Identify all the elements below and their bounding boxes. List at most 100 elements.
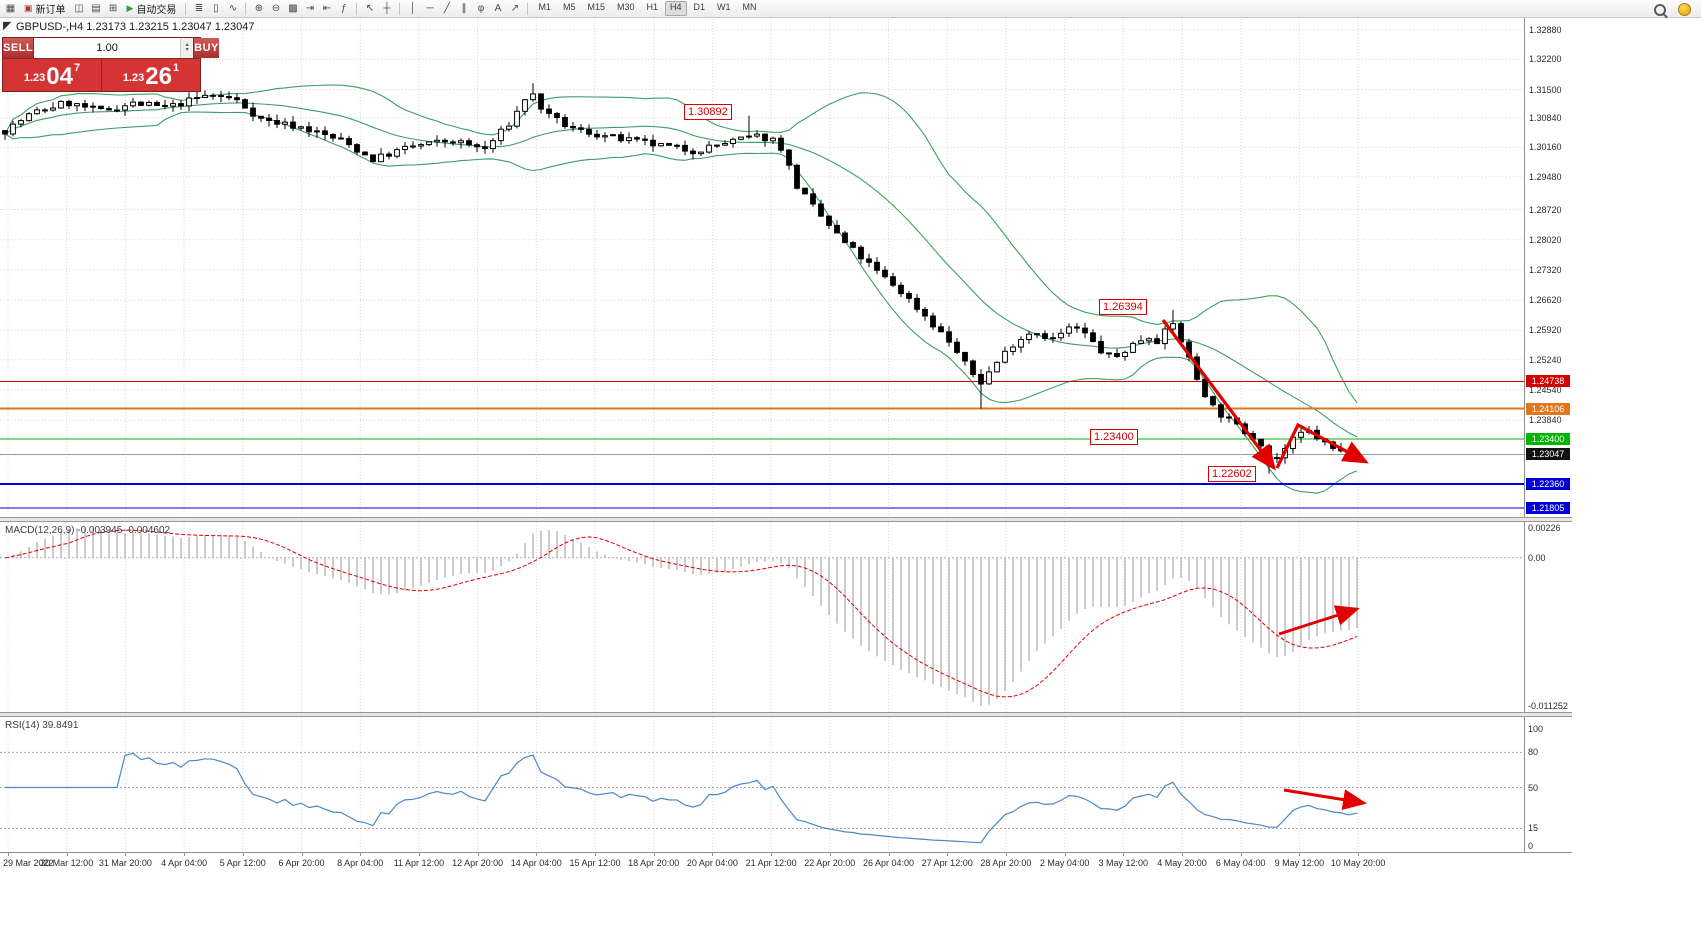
arrows-icon[interactable]: ↗ <box>510 3 520 14</box>
timeframe-mn-button[interactable]: MN <box>742 2 757 12</box>
panel-splitter-2[interactable] <box>0 712 1572 717</box>
time-axis-label: 8 Apr 04:00 <box>337 858 384 868</box>
rsi-chart[interactable] <box>0 717 1524 852</box>
time-tick <box>536 853 538 856</box>
axis-divider <box>1524 16 1525 872</box>
price-tick-label: 1.25240 <box>1529 355 1562 365</box>
new-order-button-label: 新订单 <box>35 5 66 16</box>
price-tick-label: 1.32200 <box>1529 54 1562 64</box>
macd-label: MACD(12,26,9) -0.003945 -0.004602 <box>5 525 171 536</box>
buy-price-button[interactable]: 1.23 26 1 <box>101 59 200 91</box>
text-label-icon[interactable]: A <box>494 3 502 14</box>
toolbar: ▦ ▣ 新订单 ◫ ▤ ⊞ ▶ 自动交易 ≣ ▯ ∿ ⊕ ⊖ ▩ ⇥ ⇤ ƒ ↖ ┼ │ ─ ╱ ∥ φ A ↗ M1 M5 M15 M3… <box>0 0 1701 18</box>
toolbar-separator <box>399 2 401 15</box>
time-axis-label: 4 May 20:00 <box>1157 858 1207 868</box>
buy-button[interactable]: BUY <box>194 38 219 58</box>
indicators-icon[interactable]: ƒ <box>341 3 347 14</box>
market-watch-icon[interactable]: ▤ <box>91 3 101 14</box>
volume-up-icon[interactable]: ▴ <box>185 42 189 48</box>
price-annotation[interactable]: 1.30892 <box>684 104 732 120</box>
autotrade-button-label: 自动交易 <box>136 5 177 16</box>
price-annotation[interactable]: 1.23400 <box>1090 429 1138 445</box>
price-tick-label: 1.29480 <box>1529 172 1562 182</box>
time-tick <box>1182 853 1183 856</box>
new-order-button[interactable]: ▣ 新订单 <box>20 2 70 16</box>
new-chart-icon[interactable]: ▦ <box>5 3 16 14</box>
chart-shift-icon[interactable]: ⇤ <box>322 3 332 14</box>
rsi-panel[interactable]: RSI(14) 39.8491 <box>0 717 1524 852</box>
price-tick-label: 1.26620 <box>1529 295 1562 305</box>
autotrade-button[interactable]: ▶ 自动交易 <box>123 2 181 16</box>
auto-scroll-icon[interactable]: ⇥ <box>305 3 315 14</box>
crosshair-icon[interactable]: ┼ <box>383 3 391 14</box>
line-chart-icon[interactable]: ∿ <box>228 3 238 14</box>
buy-price-big: 26 <box>145 63 172 90</box>
community-icon[interactable] <box>1678 3 1691 16</box>
cursor-icon[interactable]: ↖ <box>365 3 375 14</box>
horizontal-line-icon[interactable]: ─ <box>426 3 434 14</box>
buy-price-sup: 1 <box>173 62 180 74</box>
fibonacci-icon[interactable]: φ <box>477 3 485 14</box>
tile-windows-icon[interactable]: ▩ <box>288 3 298 14</box>
time-axis-label: 4 Apr 04:00 <box>161 858 208 868</box>
price-annotation[interactable]: 1.22602 <box>1208 466 1256 482</box>
timeframe-h4-button[interactable]: H4 <box>665 1 687 16</box>
charts-cascade-icon[interactable]: ◫ <box>74 3 84 14</box>
timeframe-w1-button[interactable]: W1 <box>717 2 731 12</box>
sell-price-big: 04 <box>46 63 73 90</box>
autotrade-button-icon: ▶ <box>126 3 134 13</box>
sell-price-button[interactable]: 1.23 04 7 <box>3 59 101 91</box>
trendline-icon[interactable]: ╱ <box>443 3 450 14</box>
time-axis-label: 12 Apr 20:00 <box>452 858 504 868</box>
equidistant-channel-icon[interactable]: ∥ <box>461 3 467 14</box>
macd-chart[interactable] <box>0 522 1524 712</box>
price-annotation[interactable]: 1.26394 <box>1099 299 1147 315</box>
time-axis-label: 18 Apr 20:00 <box>628 858 680 868</box>
price-tick-label: 1.32880 <box>1529 25 1562 35</box>
sell-button[interactable]: SELL <box>3 38 34 58</box>
zoom-in-icon[interactable]: ⊕ <box>254 3 264 14</box>
time-tick <box>418 853 420 856</box>
volume-input[interactable] <box>34 38 181 58</box>
time-tick <box>301 853 303 856</box>
timeframe-d1-button[interactable]: D1 <box>693 2 706 12</box>
time-tick <box>66 853 68 856</box>
time-axis-label: 28 Apr 20:00 <box>980 858 1032 868</box>
time-axis-label: 11 Apr 12:00 <box>393 858 445 868</box>
time-axis-label: 2 May 04:00 <box>1039 858 1090 868</box>
time-tick <box>771 853 773 856</box>
rsi-label: RSI(14) 39.8491 <box>5 720 79 731</box>
volume-down-icon[interactable]: ▾ <box>185 47 189 53</box>
price-axis[interactable]: 1.32880 1.32200 1.31500 1.30840 1.30160 1.294… <box>1525 16 1572 517</box>
timeframe-m5-button[interactable]: M5 <box>562 2 576 12</box>
time-tick <box>125 853 127 856</box>
time-tick <box>1123 853 1125 856</box>
volume-spinner: ▴ ▾ <box>180 38 194 58</box>
rsi-axis: 100 80 50 15 0 <box>1525 717 1572 852</box>
time-axis-label: 30 Mar 12:00 <box>40 858 94 868</box>
price-tick-label: 1.31500 <box>1529 85 1562 95</box>
price-chart-panel[interactable]: ◤ GBPUSD-,H4 1.23173 1.23215 1.23047 1.2… <box>0 16 1524 517</box>
price-level-label: 1.22360 <box>1526 478 1570 490</box>
timeframe-h1-button[interactable]: H1 <box>646 2 659 12</box>
volume-field: ▴▾ <box>33 38 195 58</box>
data-window-icon[interactable]: ⊞ <box>108 3 118 14</box>
search-icon[interactable] <box>1654 3 1668 18</box>
zoom-out-icon[interactable]: ⊖ <box>271 3 281 14</box>
timeframe-m30-button[interactable]: M30 <box>616 2 635 12</box>
time-axis-label: 14 Apr 04:00 <box>510 858 562 868</box>
price-level-label: 1.23047 <box>1526 448 1570 460</box>
macd-panel[interactable]: MACD(12,26,9) -0.003945 -0.004602 <box>0 522 1524 712</box>
vertical-line-icon[interactable]: │ <box>409 3 417 14</box>
panel-splitter[interactable] <box>0 517 1572 522</box>
candlestick-chart[interactable] <box>0 16 1524 517</box>
candle-chart-icon[interactable]: ▯ <box>213 3 219 14</box>
time-axis-label: 10 May 20:00 <box>1330 858 1386 868</box>
one-click-collapse-icon[interactable]: ◤ <box>3 20 12 32</box>
time-axis-label: 27 Apr 12:00 <box>921 858 973 868</box>
bar-chart-icon[interactable]: ≣ <box>194 3 204 14</box>
timeframe-m15-button[interactable]: M15 <box>587 2 605 12</box>
time-axis[interactable]: 29 Mar 2022 30 Mar 12:00 31 Mar 20:00 4 Apr… <box>0 852 1572 873</box>
timeframe-m1-button[interactable]: M1 <box>538 2 551 12</box>
